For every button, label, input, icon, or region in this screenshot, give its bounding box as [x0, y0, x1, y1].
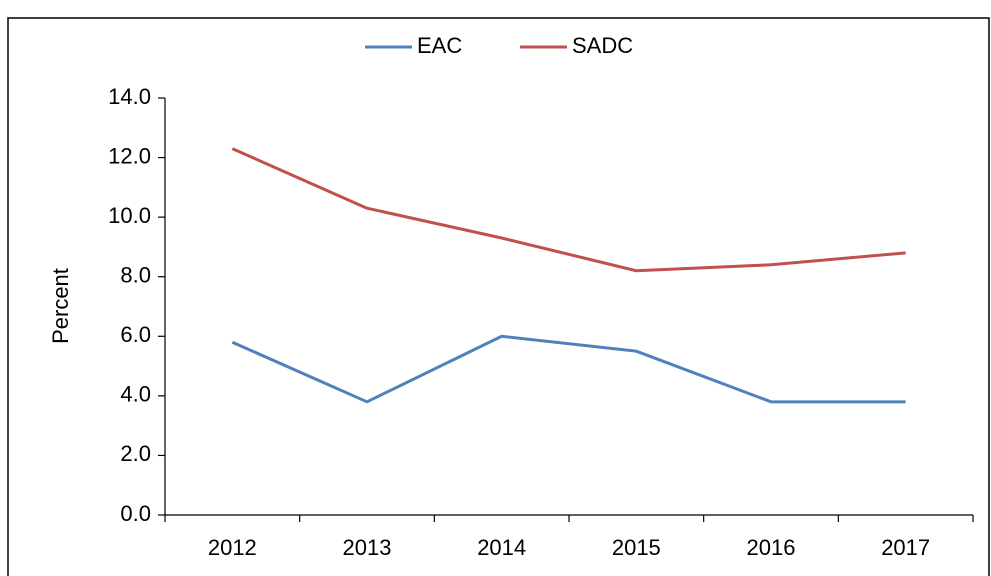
series-line	[231, 334, 906, 404]
x-tick-label: 2016	[747, 535, 796, 560]
x-tick-label: 2012	[208, 535, 257, 560]
y-tick-label: 0.0	[120, 501, 151, 526]
y-tick-label: 12.0	[108, 143, 151, 168]
legend-label: SADC	[572, 33, 633, 58]
y-tick-label: 10.0	[108, 203, 151, 228]
chart-frame	[7, 17, 990, 576]
x-tick-label: 2013	[343, 535, 392, 560]
y-tick-label: 8.0	[120, 263, 151, 288]
y-tick-label: 14.0	[108, 84, 151, 109]
y-tick-label: 2.0	[120, 441, 151, 466]
series-line	[231, 147, 906, 273]
y-axis-label: Percent	[48, 268, 73, 344]
x-tick-label: 2014	[477, 535, 526, 560]
x-tick-label: 2015	[612, 535, 661, 560]
y-tick-label: 6.0	[120, 322, 151, 347]
x-tick-label: 2017	[881, 535, 930, 560]
y-tick-label: 4.0	[120, 382, 151, 407]
legend-label: EAC	[417, 33, 462, 58]
